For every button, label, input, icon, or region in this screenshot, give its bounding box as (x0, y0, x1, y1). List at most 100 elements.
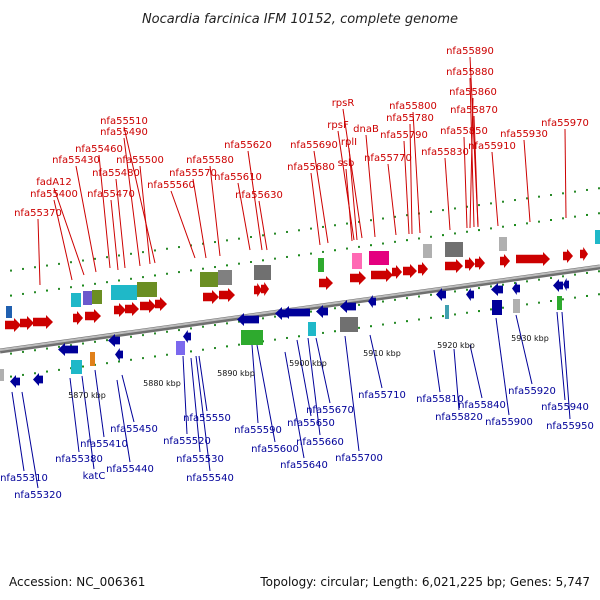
label-leader (403, 140, 410, 235)
forward-gene-label: nfa55630 (235, 190, 283, 201)
reverse-gene-label: nfa55950 (546, 421, 594, 432)
track-dot (394, 240, 396, 243)
track-dot (430, 235, 432, 238)
label-leader (37, 218, 41, 286)
track-dot (514, 224, 516, 227)
track-dot (370, 244, 372, 247)
track-dot (358, 245, 360, 248)
track-dot (586, 188, 588, 191)
track-dot (82, 259, 84, 262)
track-dot (562, 217, 564, 220)
track-dot (238, 262, 240, 265)
label-leader (315, 337, 331, 404)
track-dot (442, 234, 444, 237)
track-dot (238, 343, 240, 346)
gene-arrow (368, 295, 376, 308)
scale-ticks: 5870 kbp 5880 kbp 5890 kbp 5900 kbp 5910 kbp… (68, 334, 549, 400)
feature-block (71, 360, 82, 374)
track-dot (34, 349, 36, 352)
gene-arrow (553, 279, 563, 292)
label-leader (258, 200, 268, 251)
gene-arrow (436, 288, 446, 301)
forward-gene-label: nfa55610 (214, 172, 262, 183)
reverse-gene-label: nfa55670 (306, 405, 354, 416)
track-dot (190, 350, 192, 353)
forward-gene-label: nfa55870 (450, 105, 498, 116)
forward-gene-label: ssb (338, 158, 355, 169)
feature-block (557, 296, 562, 310)
kbp-tick-label: 5920 kbp (437, 341, 475, 350)
label-leader (444, 157, 451, 231)
kbp-tick-label: 5870 kbp (68, 391, 106, 400)
forward-gene-label: nfa55560 (147, 180, 195, 191)
gene-arrow (115, 348, 123, 361)
track-dot (70, 344, 72, 347)
feature-block (111, 285, 137, 300)
gene-arrow (491, 283, 503, 296)
reverse-gene-label: nfa55700 (335, 453, 383, 464)
label-leader (365, 134, 376, 238)
forward-gene-label: nfa55620 (224, 140, 272, 151)
track-dot (274, 315, 276, 318)
track-dot (466, 311, 468, 314)
track-dot (526, 197, 528, 200)
label-leader (256, 344, 276, 443)
gene-arrow (580, 247, 588, 261)
label-leader (94, 369, 105, 438)
reverse-gene-label: nfa55600 (251, 444, 299, 455)
label-leader (409, 123, 413, 235)
label-leader (209, 165, 221, 257)
track-dot (598, 270, 600, 273)
track-dot (442, 209, 444, 212)
label-leader (116, 379, 131, 463)
gene-arrow (563, 249, 573, 263)
track-dot (202, 325, 204, 328)
forward-gene-label: nfa55460 (75, 144, 123, 155)
forward-gene-label: nfa55970 (541, 118, 589, 129)
label-leader (310, 172, 321, 246)
track-dot (82, 342, 84, 345)
label-leader (515, 314, 533, 385)
track-dot (586, 213, 588, 216)
gene-arrow (33, 373, 43, 386)
label-leader (110, 199, 119, 271)
track-dot (382, 323, 384, 326)
feature-block (308, 322, 316, 336)
track-dot (226, 239, 228, 242)
reverse-gene-label: nfa55820 (435, 412, 483, 423)
gene-arrow (203, 290, 219, 304)
label-leader (491, 151, 499, 227)
gene-arrow (475, 256, 485, 270)
track-dot (454, 290, 456, 293)
track-dot (250, 236, 252, 238)
track-dot (514, 199, 516, 202)
gene-arrow (516, 252, 550, 266)
track-dot (142, 357, 144, 360)
gene-arrow (392, 265, 402, 279)
track-dot (58, 287, 60, 290)
track-dot (202, 242, 204, 245)
gene-arrow (512, 282, 520, 295)
label-leader (469, 344, 483, 399)
forward-gene-label: nfa55790 (380, 130, 428, 141)
label-leader (469, 56, 479, 227)
label-leader (190, 357, 201, 453)
track-dot (70, 286, 72, 289)
track-dot (490, 227, 492, 230)
track-dot (478, 204, 480, 207)
label-leader (251, 344, 259, 424)
track-dot (22, 350, 24, 353)
label-leader (198, 355, 208, 412)
track-dot (94, 340, 96, 343)
track-dot (238, 237, 240, 240)
label-leaders (11, 56, 571, 489)
track-dot (394, 321, 396, 324)
track-dot (130, 335, 132, 338)
track-dot (130, 277, 132, 280)
forward-gene-label: nfa55860 (449, 87, 497, 98)
track-dot (562, 275, 564, 278)
gene-arrow (275, 307, 287, 320)
gene-arrow (563, 278, 569, 291)
track-dot (178, 246, 180, 249)
track-dot (418, 318, 420, 321)
